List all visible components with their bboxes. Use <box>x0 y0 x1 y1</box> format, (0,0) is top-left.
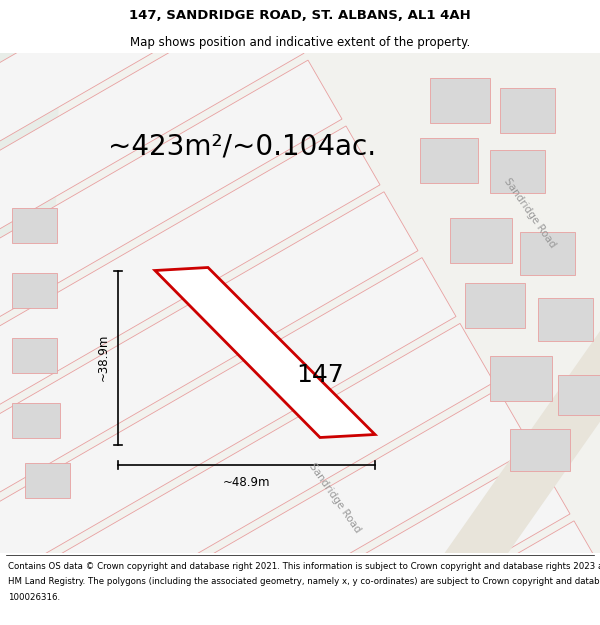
Text: ~423m²/~0.104ac.: ~423m²/~0.104ac. <box>108 132 376 161</box>
Polygon shape <box>0 52 600 552</box>
Polygon shape <box>0 52 60 282</box>
Text: HM Land Registry. The polygons (including the associated geometry, namely x, y c: HM Land Registry. The polygons (includin… <box>8 578 600 586</box>
Polygon shape <box>0 126 380 625</box>
Bar <box>25 462 70 498</box>
Bar <box>430 78 490 122</box>
Bar <box>12 338 57 372</box>
Text: Map shows position and indicative extent of the property.: Map shows position and indicative extent… <box>130 36 470 49</box>
Text: 100026316.: 100026316. <box>8 593 60 602</box>
Text: ~48.9m: ~48.9m <box>223 476 270 489</box>
Text: Contains OS data © Crown copyright and database right 2021. This information is : Contains OS data © Crown copyright and d… <box>8 562 600 571</box>
Bar <box>420 138 478 182</box>
Polygon shape <box>218 302 600 625</box>
Bar <box>538 298 593 341</box>
Text: Sandridge Road: Sandridge Road <box>502 176 558 249</box>
Bar <box>520 231 575 274</box>
Polygon shape <box>0 0 266 438</box>
Polygon shape <box>0 192 418 625</box>
Polygon shape <box>0 455 570 625</box>
Bar <box>490 356 552 401</box>
Text: Sandridge Road: Sandridge Road <box>307 461 363 534</box>
Bar <box>465 282 525 328</box>
Text: ~38.9m: ~38.9m <box>97 334 110 381</box>
Bar <box>12 402 60 437</box>
Bar <box>510 429 570 471</box>
Bar <box>12 272 57 308</box>
Polygon shape <box>0 323 494 625</box>
Bar <box>500 88 555 132</box>
Polygon shape <box>0 587 600 625</box>
Text: 147, SANDRIDGE ROAD, ST. ALBANS, AL1 4AH: 147, SANDRIDGE ROAD, ST. ALBANS, AL1 4AH <box>129 9 471 22</box>
Polygon shape <box>155 268 375 438</box>
Bar <box>558 374 600 414</box>
Polygon shape <box>0 60 342 569</box>
Bar <box>490 149 545 192</box>
Bar <box>450 217 512 262</box>
Polygon shape <box>0 0 304 503</box>
Bar <box>12 208 57 242</box>
Text: 147: 147 <box>296 362 344 386</box>
Polygon shape <box>0 389 532 625</box>
Polygon shape <box>0 258 456 625</box>
Polygon shape <box>0 521 600 625</box>
